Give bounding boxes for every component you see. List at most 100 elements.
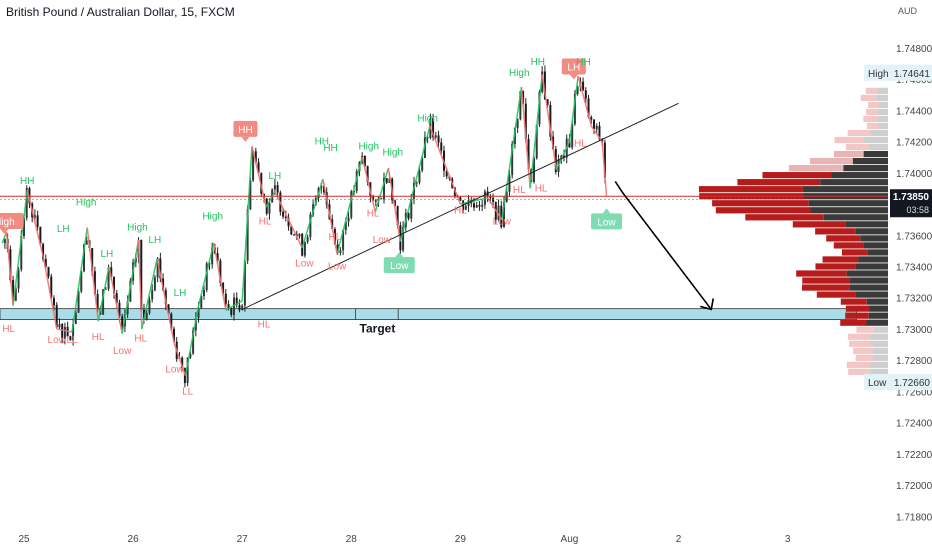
pivot-label: High bbox=[358, 141, 379, 152]
candle-body bbox=[23, 217, 25, 237]
profile-bar bbox=[808, 200, 888, 207]
volume-profile bbox=[698, 87, 888, 375]
pivot-label: HL bbox=[535, 184, 548, 195]
candle-body bbox=[47, 266, 50, 277]
pivot-box bbox=[0, 213, 24, 230]
candle-body bbox=[576, 86, 579, 94]
swing-line bbox=[387, 168, 402, 242]
price-axis-bg bbox=[888, 0, 932, 550]
candle-body bbox=[421, 158, 424, 171]
candle-body bbox=[301, 233, 304, 256]
profile-bar bbox=[863, 115, 877, 123]
candle-body bbox=[284, 216, 287, 218]
candle-body bbox=[481, 204, 484, 207]
candle-body bbox=[200, 296, 203, 308]
candle-body bbox=[582, 81, 585, 91]
profile-bar bbox=[853, 347, 873, 354]
profile-bar bbox=[870, 340, 888, 347]
swing-line bbox=[141, 258, 158, 330]
profile-bar bbox=[762, 172, 832, 179]
candle-body bbox=[533, 158, 535, 182]
candle-body bbox=[42, 243, 45, 260]
candle-body bbox=[541, 71, 544, 93]
candle-body bbox=[543, 71, 546, 100]
candle-body bbox=[104, 288, 107, 290]
candle-body bbox=[241, 305, 244, 311]
candle-body bbox=[134, 257, 137, 263]
price-tick-label: 1.73400 bbox=[896, 262, 932, 273]
candle-body bbox=[350, 191, 353, 218]
pivot-label: LH bbox=[269, 171, 282, 182]
candle-body bbox=[445, 170, 448, 177]
profile-bar bbox=[715, 207, 811, 214]
candle-body bbox=[478, 205, 481, 207]
candle-body bbox=[189, 353, 192, 358]
time-tick-label: 27 bbox=[237, 534, 249, 545]
candle-body bbox=[323, 185, 325, 193]
swing-line bbox=[301, 178, 324, 248]
pivot-label: High bbox=[509, 68, 530, 79]
trendline bbox=[241, 102, 679, 310]
price-tick-label: 1.72600 bbox=[896, 387, 932, 398]
candle-body bbox=[554, 149, 557, 172]
pivot-label: HH bbox=[238, 125, 252, 136]
candle-body bbox=[230, 308, 233, 315]
profile-bar bbox=[833, 242, 864, 249]
pivot-label: HH bbox=[323, 143, 337, 154]
candle-body bbox=[164, 290, 167, 305]
swing-line bbox=[251, 146, 267, 208]
candle-body bbox=[143, 309, 145, 320]
profile-bar bbox=[841, 249, 868, 256]
profile-bar bbox=[863, 136, 888, 144]
swing-line bbox=[399, 125, 431, 242]
pivot-label: HL bbox=[454, 205, 467, 216]
profile-bar bbox=[860, 94, 876, 101]
swing-line bbox=[555, 141, 571, 171]
pivot-label: HL bbox=[367, 209, 380, 220]
swing-line bbox=[137, 239, 143, 329]
price-tick-label: 1.72400 bbox=[896, 419, 932, 430]
pivot-label: HL bbox=[134, 333, 147, 344]
profile-bar bbox=[855, 263, 888, 270]
profile-bar bbox=[823, 214, 888, 221]
candle-body bbox=[211, 247, 214, 265]
candle-body bbox=[546, 99, 549, 105]
candle-body bbox=[167, 304, 170, 314]
time-tick-label: 3 bbox=[785, 534, 791, 545]
candle-body bbox=[492, 197, 495, 202]
candle-body bbox=[584, 90, 587, 99]
candle-body bbox=[17, 269, 20, 289]
candle-body bbox=[181, 357, 184, 369]
profile-bar bbox=[845, 143, 870, 151]
swing-line bbox=[5, 232, 14, 306]
profile-bar bbox=[865, 87, 879, 94]
swing-line bbox=[156, 258, 176, 345]
pivot-label: High bbox=[417, 113, 438, 124]
candle-body bbox=[344, 221, 347, 230]
low-price-tag-label: Low bbox=[868, 378, 887, 389]
swing-line bbox=[56, 328, 73, 333]
candle-body bbox=[415, 182, 418, 184]
profile-bar bbox=[876, 115, 888, 123]
candle-body bbox=[118, 302, 121, 317]
profile-bar bbox=[816, 291, 856, 298]
candle-body bbox=[282, 211, 285, 217]
profile-bar bbox=[869, 361, 888, 368]
pivot-label: High bbox=[202, 212, 223, 223]
profile-bar bbox=[843, 165, 888, 172]
swing-line bbox=[501, 86, 523, 220]
swing-line bbox=[225, 300, 243, 311]
profile-bar bbox=[802, 284, 850, 291]
profile-bar bbox=[868, 101, 880, 109]
profile-bar bbox=[847, 333, 870, 340]
candle-body bbox=[563, 155, 565, 158]
profile-bar bbox=[788, 165, 844, 172]
swing-line bbox=[86, 227, 99, 322]
time-axis-bg bbox=[0, 528, 932, 550]
profile-bar bbox=[879, 101, 888, 109]
candle-body bbox=[224, 293, 227, 305]
pivot-box-tip bbox=[602, 208, 611, 214]
swing-line bbox=[26, 189, 45, 259]
low-price-tag-value: 1.72660 bbox=[894, 378, 931, 389]
profile-bar bbox=[846, 270, 888, 277]
